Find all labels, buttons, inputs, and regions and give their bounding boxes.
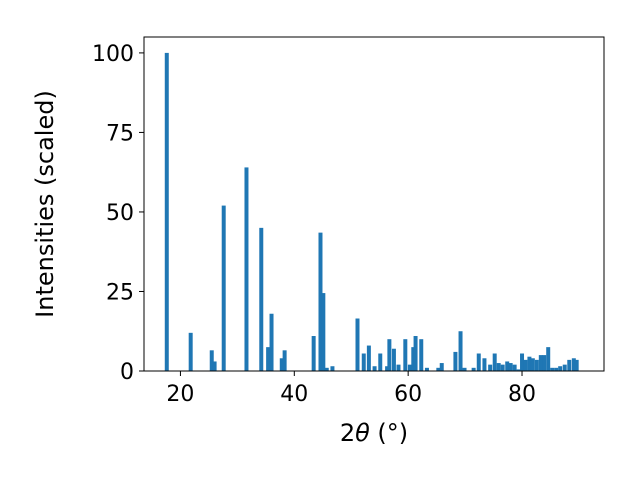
bar <box>413 336 418 371</box>
y-axis-label: Intensities (scaled) <box>31 90 59 318</box>
bar <box>453 351 458 371</box>
bar <box>546 347 551 371</box>
bar <box>534 359 539 371</box>
bar <box>496 363 501 371</box>
bar <box>530 358 535 371</box>
x-axis-label-unit: (°) <box>370 419 408 447</box>
bar <box>372 366 377 371</box>
y-ticks: 0 25 50 75 100 <box>92 42 144 385</box>
y-tick-label: 0 <box>120 360 134 385</box>
bar <box>279 358 284 371</box>
bar <box>558 366 563 371</box>
bar <box>209 350 214 371</box>
bar <box>318 232 323 371</box>
bar <box>571 358 576 371</box>
bar <box>562 364 567 371</box>
bar <box>411 347 416 371</box>
bar <box>527 356 532 371</box>
bar <box>378 353 383 371</box>
bar <box>355 318 360 371</box>
x-tick-label: 60 <box>394 382 422 407</box>
bar <box>387 339 392 371</box>
bar <box>538 355 543 371</box>
x-axis-label: 2θ (°) <box>340 419 408 447</box>
bar <box>492 353 497 371</box>
bar <box>516 369 521 371</box>
bar <box>259 227 264 371</box>
x-axis-label-theta: θ <box>355 419 370 447</box>
bar <box>396 364 401 371</box>
bar <box>500 364 505 371</box>
bar <box>366 345 371 371</box>
bar <box>550 367 555 371</box>
bar <box>403 339 408 371</box>
bar <box>330 366 335 371</box>
bar <box>164 52 169 372</box>
x-tick-label: 40 <box>280 382 308 407</box>
x-ticks: 20 40 60 80 <box>166 371 536 407</box>
bar <box>471 367 476 371</box>
x-tick-label: 20 <box>166 382 194 407</box>
bar <box>311 336 316 371</box>
bar <box>212 361 217 371</box>
bar <box>554 367 559 371</box>
bar <box>385 366 390 371</box>
bar <box>424 367 429 371</box>
bar <box>567 359 572 371</box>
bar <box>512 364 517 371</box>
bar <box>523 359 528 371</box>
y-tick-label: 50 <box>106 201 134 226</box>
y-tick-label: 100 <box>92 42 134 67</box>
bar <box>439 363 444 371</box>
bar <box>244 167 249 371</box>
bar <box>321 293 326 371</box>
bar <box>520 353 525 371</box>
bar <box>361 353 366 371</box>
bar <box>436 367 441 371</box>
bar <box>407 364 412 371</box>
bar <box>508 363 513 371</box>
bar <box>324 367 329 371</box>
plot-frame <box>143 36 605 372</box>
bar <box>462 367 467 371</box>
bars-group <box>164 52 579 372</box>
y-tick-label: 75 <box>106 121 134 146</box>
bar <box>269 313 274 371</box>
bar <box>482 358 487 371</box>
bar <box>419 339 424 371</box>
y-tick-label: 25 <box>106 280 134 305</box>
bar <box>488 364 493 371</box>
bar <box>458 331 463 371</box>
bar <box>505 361 510 371</box>
x-tick-label: 80 <box>508 382 536 407</box>
bar <box>391 348 396 371</box>
bar <box>282 350 287 371</box>
bar <box>574 359 579 371</box>
bar <box>188 332 193 371</box>
bar <box>542 355 547 371</box>
bar <box>221 205 226 371</box>
x-axis-label-prefix: 2 <box>340 419 355 447</box>
bar <box>266 347 271 371</box>
bar <box>476 353 481 371</box>
